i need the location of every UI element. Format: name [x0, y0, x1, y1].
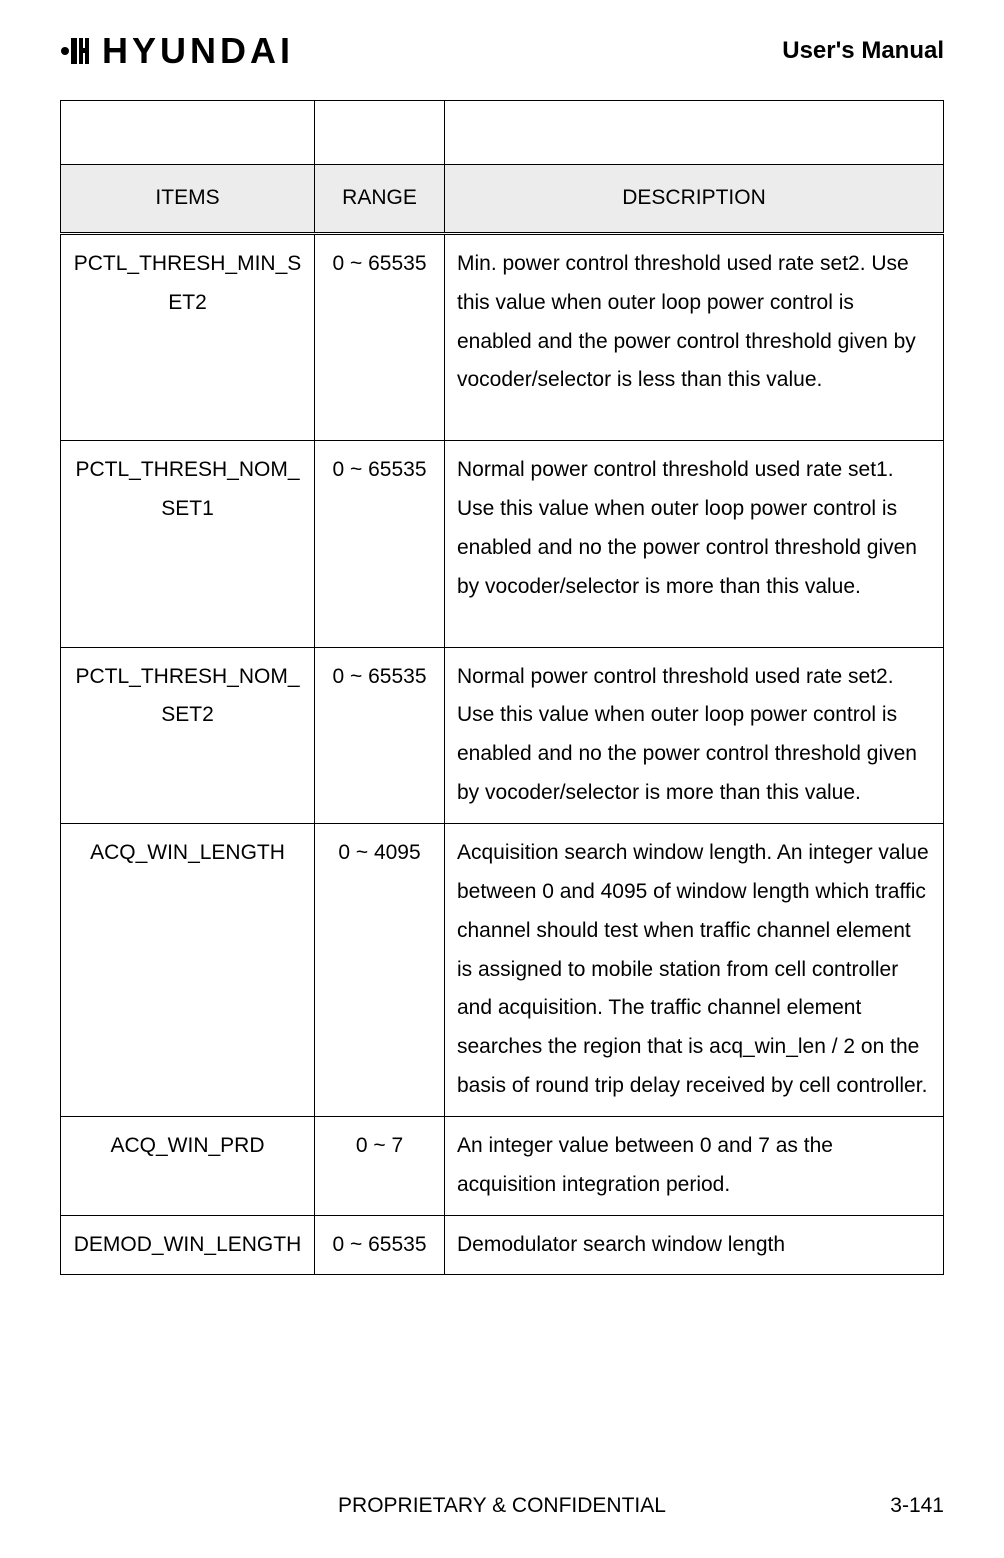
table-row: ACQ_WIN_PRD 0 ~ 7 An integer value betwe…	[61, 1116, 944, 1215]
page-header: HYUNDAI User's Manual	[60, 30, 944, 72]
item-cell: PCTL_THRESH_NOM_SET1	[61, 441, 315, 647]
desc-cell: Normal power control threshold used rate…	[445, 441, 944, 647]
range-cell: 0 ~ 65535	[315, 441, 445, 647]
table-blank-row	[61, 101, 944, 165]
logo-text: HYUNDAI	[102, 30, 294, 72]
item-cell: DEMOD_WIN_LENGTH	[61, 1215, 315, 1275]
item-cell: PCTL_THRESH_MIN_SET2	[61, 233, 315, 440]
range-cell: 0 ~ 4095	[315, 823, 445, 1116]
table-row: ACQ_WIN_LENGTH 0 ~ 4095 Acquisition sear…	[61, 823, 944, 1116]
col-header-items: ITEMS	[61, 165, 315, 234]
item-cell: ACQ_WIN_LENGTH	[61, 823, 315, 1116]
parameter-table: ITEMS RANGE DESCRIPTION PCTL_THRESH_MIN_…	[60, 100, 944, 1275]
desc-cell: Min. power control threshold used rate s…	[445, 233, 944, 440]
desc-cell: Normal power control threshold used rate…	[445, 647, 944, 823]
item-cell: PCTL_THRESH_NOM_SET2	[61, 647, 315, 823]
hyundai-logo: HYUNDAI	[60, 30, 294, 72]
range-cell: 0 ~ 65535	[315, 233, 445, 440]
table-row: PCTL_THRESH_MIN_SET2 0 ~ 65535 Min. powe…	[61, 233, 944, 440]
item-cell: ACQ_WIN_PRD	[61, 1116, 315, 1215]
footer-center: PROPRIETARY & CONFIDENTIAL	[338, 1494, 666, 1518]
col-header-range: RANGE	[315, 165, 445, 234]
range-cell: 0 ~ 65535	[315, 1215, 445, 1275]
table-header-row: ITEMS RANGE DESCRIPTION	[61, 165, 944, 234]
logo-mark-icon	[60, 36, 96, 66]
table-row: PCTL_THRESH_NOM_SET1 0 ~ 65535 Normal po…	[61, 441, 944, 647]
desc-cell: An integer value between 0 and 7 as the …	[445, 1116, 944, 1215]
header-title: User's Manual	[782, 37, 944, 65]
desc-cell: Demodulator search window length	[445, 1215, 944, 1275]
blank-cell	[445, 101, 944, 165]
page-footer: PROPRIETARY & CONFIDENTIAL 3-141	[60, 1494, 944, 1518]
table-row: DEMOD_WIN_LENGTH 0 ~ 65535 Demodulator s…	[61, 1215, 944, 1275]
range-cell: 0 ~ 65535	[315, 647, 445, 823]
blank-cell	[315, 101, 445, 165]
desc-cell: Acquisition search window length. An int…	[445, 823, 944, 1116]
blank-cell	[61, 101, 315, 165]
table-row: PCTL_THRESH_NOM_SET2 0 ~ 65535 Normal po…	[61, 647, 944, 823]
range-cell: 0 ~ 7	[315, 1116, 445, 1215]
col-header-description: DESCRIPTION	[445, 165, 944, 234]
footer-page-number: 3-141	[890, 1494, 944, 1518]
